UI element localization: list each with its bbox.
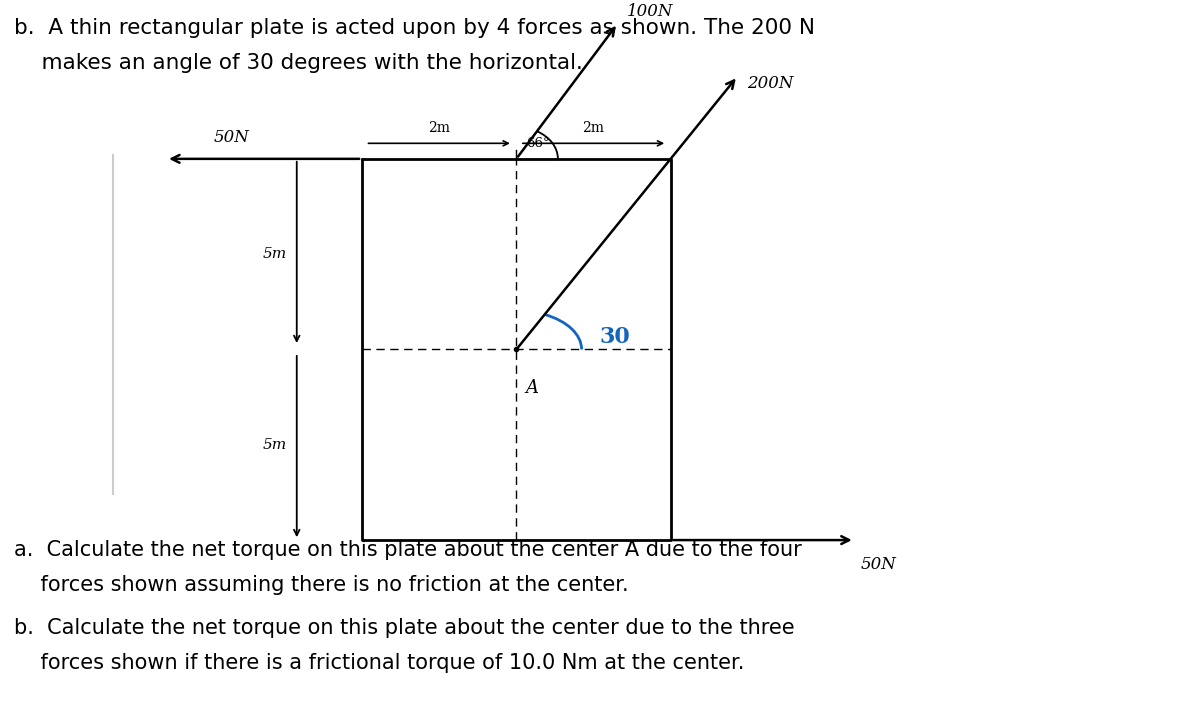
Text: forces shown assuming there is no friction at the center.: forces shown assuming there is no fricti… [14, 575, 629, 595]
Text: forces shown if there is a frictional torque of 10.0 Nm at the center.: forces shown if there is a frictional to… [14, 653, 744, 673]
Text: 50N: 50N [214, 129, 249, 146]
Text: A: A [526, 379, 539, 397]
Text: 2m: 2m [429, 121, 450, 135]
Text: a.  Calculate the net torque on this plate about the center A due to the four: a. Calculate the net torque on this plat… [14, 540, 802, 560]
Text: b.  A thin rectangular plate is acted upon by 4 forces as shown. The 200 N: b. A thin rectangular plate is acted upo… [14, 18, 815, 37]
Text: 100N: 100N [627, 3, 673, 20]
Text: 2m: 2m [583, 121, 604, 135]
Text: 5m: 5m [264, 438, 287, 452]
Text: 50N: 50N [861, 556, 896, 573]
Text: b.  Calculate the net torque on this plate about the center due to the three: b. Calculate the net torque on this plat… [14, 618, 795, 638]
Text: 30: 30 [599, 325, 630, 348]
Text: 5m: 5m [264, 247, 287, 261]
Text: 200N: 200N [747, 75, 793, 92]
Text: makes an angle of 30 degrees with the horizontal.: makes an angle of 30 degrees with the ho… [14, 53, 583, 73]
Text: 66°: 66° [526, 137, 550, 150]
